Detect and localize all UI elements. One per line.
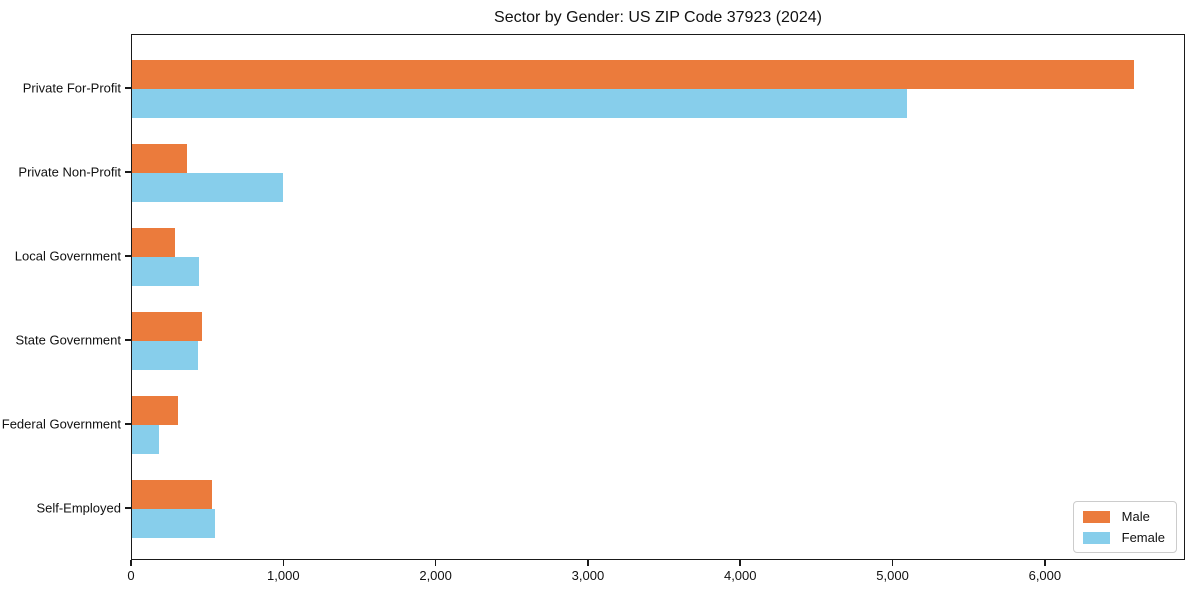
y-tick-label-self-employed: Self-Employed: [36, 500, 121, 516]
y-tick-mark-private-for-profit: [125, 87, 131, 89]
x-tick-mark-1000: [282, 560, 285, 566]
y-tick-label-federal-government: Federal Government: [1, 416, 121, 432]
bar-group-self-employed: [132, 467, 1184, 551]
bar-male-state-government: [132, 312, 202, 341]
y-tick-label-local-government: Local Government: [14, 248, 121, 264]
bar-male-federal-government: [132, 396, 179, 425]
bar-male-private-non-profit: [132, 144, 187, 173]
bar-female-federal-government: [132, 425, 160, 454]
bar-female-self-employed: [132, 509, 216, 538]
x-tick-mark-5000: [891, 560, 894, 566]
chart-title: Sector by Gender: US ZIP Code 37923 (202…: [494, 9, 822, 26]
x-tick-mark-3000: [587, 560, 589, 566]
bar-male-local-government: [132, 228, 176, 257]
x-tick-label-4000: 4,000: [723, 568, 757, 583]
bar-group-private-for-profit: [132, 47, 1184, 131]
x-tick-label-0: 0: [127, 568, 135, 583]
bar-female-local-government: [132, 257, 199, 286]
legend-label-male: Male: [1121, 509, 1150, 524]
bar-group-state-government: [132, 299, 1184, 383]
bar-group-federal-government: [132, 383, 1184, 467]
legend-swatch-female: [1082, 531, 1110, 544]
bar-group-private-non-profit: [132, 131, 1184, 215]
x-tick-mark-4000: [739, 560, 741, 566]
x-tick-label-5000: 5,000: [876, 568, 909, 583]
legend-label-female: Female: [1121, 530, 1165, 545]
legend: Male Female: [1072, 501, 1177, 553]
x-tick-label-2000: 2,000: [419, 568, 452, 583]
legend-swatch-male: [1082, 510, 1110, 523]
plot-area: [131, 34, 1185, 560]
bar-male-self-employed: [132, 480, 212, 509]
y-tick-mark-private-non-profit: [125, 171, 131, 173]
legend-entry-female: Female: [1082, 530, 1165, 545]
x-tick-mark-6000: [1044, 560, 1046, 566]
x-tick-mark-0: [130, 560, 132, 566]
bar-group-local-government: [132, 215, 1184, 299]
y-tick-mark-local-government: [125, 255, 131, 257]
x-tick-mark-2000: [434, 560, 437, 566]
bar-female-state-government: [132, 341, 199, 370]
y-tick-mark-federal-government: [125, 423, 131, 425]
bar-female-private-for-profit: [132, 89, 908, 118]
x-tick-label-1000: 1,000: [267, 568, 300, 583]
x-tick-label-6000: 6,000: [1028, 568, 1062, 583]
y-tick-label-private-non-profit: Private Non-Profit: [18, 164, 121, 180]
y-tick-label-state-government: State Government: [15, 332, 122, 348]
x-tick-label-3000: 3,000: [571, 568, 605, 583]
y-tick-mark-state-government: [125, 339, 131, 341]
bar-female-private-non-profit: [132, 173, 283, 202]
legend-entry-male: Male: [1082, 509, 1165, 524]
y-tick-label-private-for-profit: Private For-Profit: [22, 80, 121, 96]
y-tick-mark-self-employed: [125, 507, 131, 509]
bar-male-private-for-profit: [132, 60, 1134, 89]
